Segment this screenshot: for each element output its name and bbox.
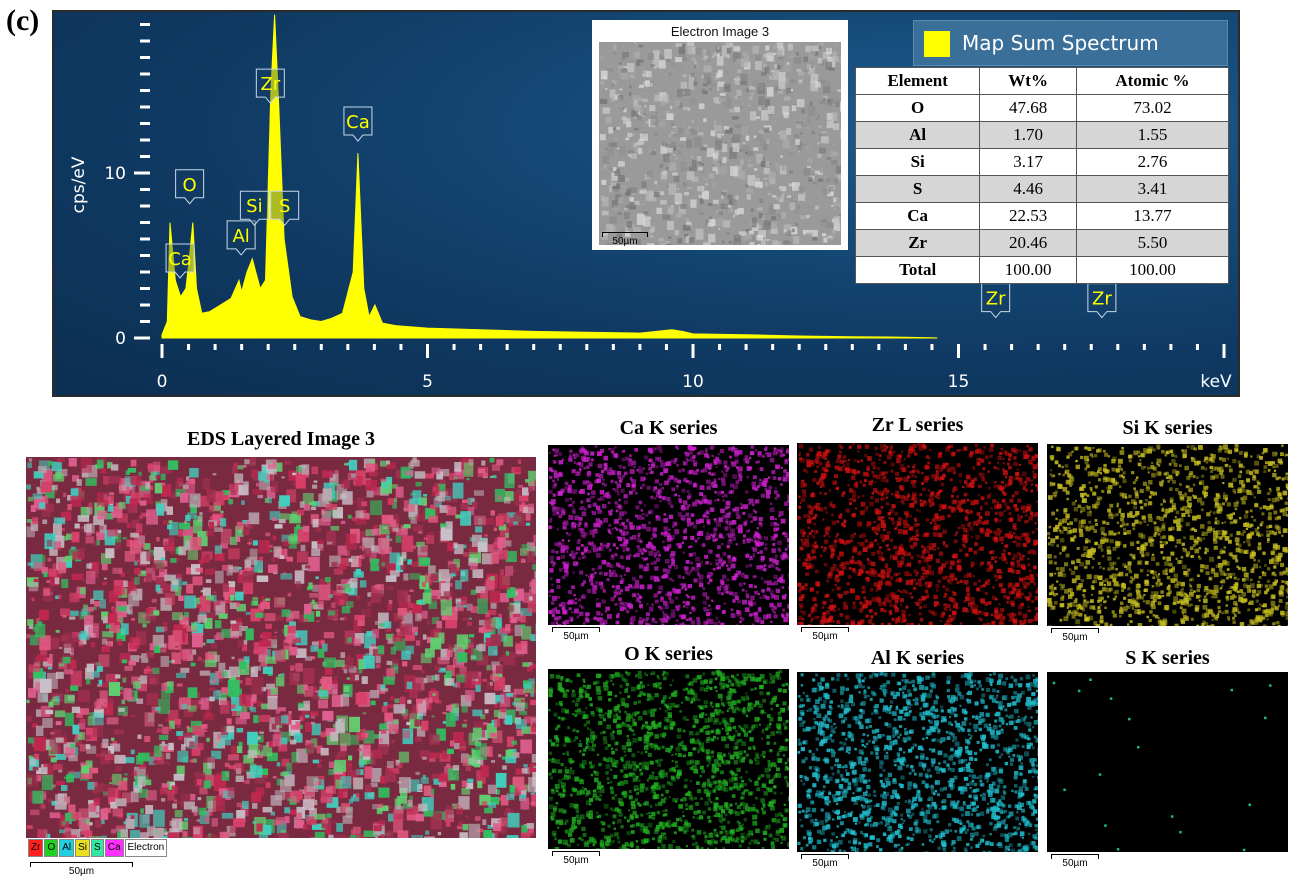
legend-chip: Zr bbox=[28, 839, 43, 857]
legend-swatch bbox=[924, 31, 950, 57]
table-cell: 73.02 bbox=[1076, 95, 1228, 122]
legend-chip: Si bbox=[75, 839, 90, 857]
x-tick-label: 15 bbox=[948, 372, 970, 392]
table-cell: 3.17 bbox=[980, 149, 1077, 176]
element-map bbox=[1047, 672, 1288, 852]
x-tick-label: 0 bbox=[157, 372, 168, 392]
panel-label: (c) bbox=[6, 4, 39, 38]
peak-label-text: Zr bbox=[1092, 289, 1112, 310]
element-map bbox=[548, 445, 789, 625]
x-tick-label: 5 bbox=[422, 372, 433, 392]
electron-image-panel: Electron Image 3 50µm bbox=[592, 20, 848, 250]
peak-label: Ca bbox=[344, 107, 372, 141]
table-cell: 4.46 bbox=[980, 176, 1077, 203]
legend-label: Map Sum Spectrum bbox=[962, 31, 1159, 55]
table-cell: 100.00 bbox=[980, 257, 1077, 284]
table-cell: 13.77 bbox=[1076, 203, 1228, 230]
table-cell: 20.46 bbox=[980, 230, 1077, 257]
peak-label: Al bbox=[227, 221, 255, 255]
y-axis-label: cps/eV bbox=[69, 156, 89, 213]
table-cell: 100.00 bbox=[1076, 257, 1228, 284]
spectrum-legend: Map Sum Spectrum bbox=[913, 20, 1228, 66]
table-header: Atomic % bbox=[1076, 68, 1228, 95]
table-cell: O bbox=[856, 95, 980, 122]
x-axis-label: keV bbox=[1200, 372, 1232, 392]
peak-label-text: Ca bbox=[168, 249, 192, 270]
table-cell: Total bbox=[856, 257, 980, 284]
table-cell: 3.41 bbox=[1076, 176, 1228, 203]
table-cell: 22.53 bbox=[980, 203, 1077, 230]
peak-label: Si bbox=[240, 191, 268, 225]
table-cell: S bbox=[856, 176, 980, 203]
element-map bbox=[548, 669, 789, 849]
element-map-title: Ca K series bbox=[548, 417, 789, 440]
table-cell: Zr bbox=[856, 230, 980, 257]
electron-image bbox=[599, 42, 841, 245]
element-map bbox=[797, 443, 1038, 625]
peak-label-text: Zr bbox=[986, 289, 1006, 310]
element-map-title: Zr L series bbox=[797, 414, 1038, 437]
legend-chip: Ca bbox=[105, 839, 124, 857]
peak-label-text: Al bbox=[232, 226, 249, 247]
peak-label-text: S bbox=[279, 196, 290, 217]
table-cell: 2.76 bbox=[1076, 149, 1228, 176]
peak-label-text: Zr bbox=[260, 74, 280, 95]
table-cell: 47.68 bbox=[980, 95, 1077, 122]
y-tick-label: 10 bbox=[104, 164, 126, 184]
peak-label: Zr bbox=[982, 284, 1010, 318]
table-cell: Ca bbox=[856, 203, 980, 230]
element-map bbox=[797, 672, 1038, 852]
legend-chip: Electron bbox=[125, 839, 168, 857]
element-map-title: Al K series bbox=[797, 647, 1038, 670]
table-header: Element bbox=[856, 68, 980, 95]
element-map bbox=[1047, 444, 1288, 626]
legend-chip: S bbox=[91, 839, 104, 857]
table-header: Wt% bbox=[980, 68, 1077, 95]
peak-label-text: O bbox=[183, 175, 197, 196]
element-map-title: O K series bbox=[548, 643, 789, 666]
electron-image-title: Electron Image 3 bbox=[592, 24, 848, 39]
y-tick-label: 0 bbox=[115, 329, 126, 349]
element-map-title: S K series bbox=[1047, 647, 1288, 670]
table-cell: 5.50 bbox=[1076, 230, 1228, 257]
eds-layered-image bbox=[26, 457, 536, 838]
peak-label: O bbox=[176, 170, 204, 204]
legend-chip: O bbox=[44, 839, 58, 857]
layered-image-title: EDS Layered Image 3 bbox=[26, 428, 536, 451]
table-cell: 1.70 bbox=[980, 122, 1077, 149]
table-cell: Si bbox=[856, 149, 980, 176]
peak-label-text: Si bbox=[246, 196, 262, 217]
table-cell: Al bbox=[856, 122, 980, 149]
peak-label: Zr bbox=[256, 69, 284, 103]
peak-label-text: Ca bbox=[346, 112, 370, 133]
peak-label: Zr bbox=[1088, 284, 1116, 318]
x-tick-label: 10 bbox=[682, 372, 704, 392]
table-cell: 1.55 bbox=[1076, 122, 1228, 149]
legend-chip: Al bbox=[59, 839, 74, 857]
element-map-title: Si K series bbox=[1047, 417, 1288, 440]
